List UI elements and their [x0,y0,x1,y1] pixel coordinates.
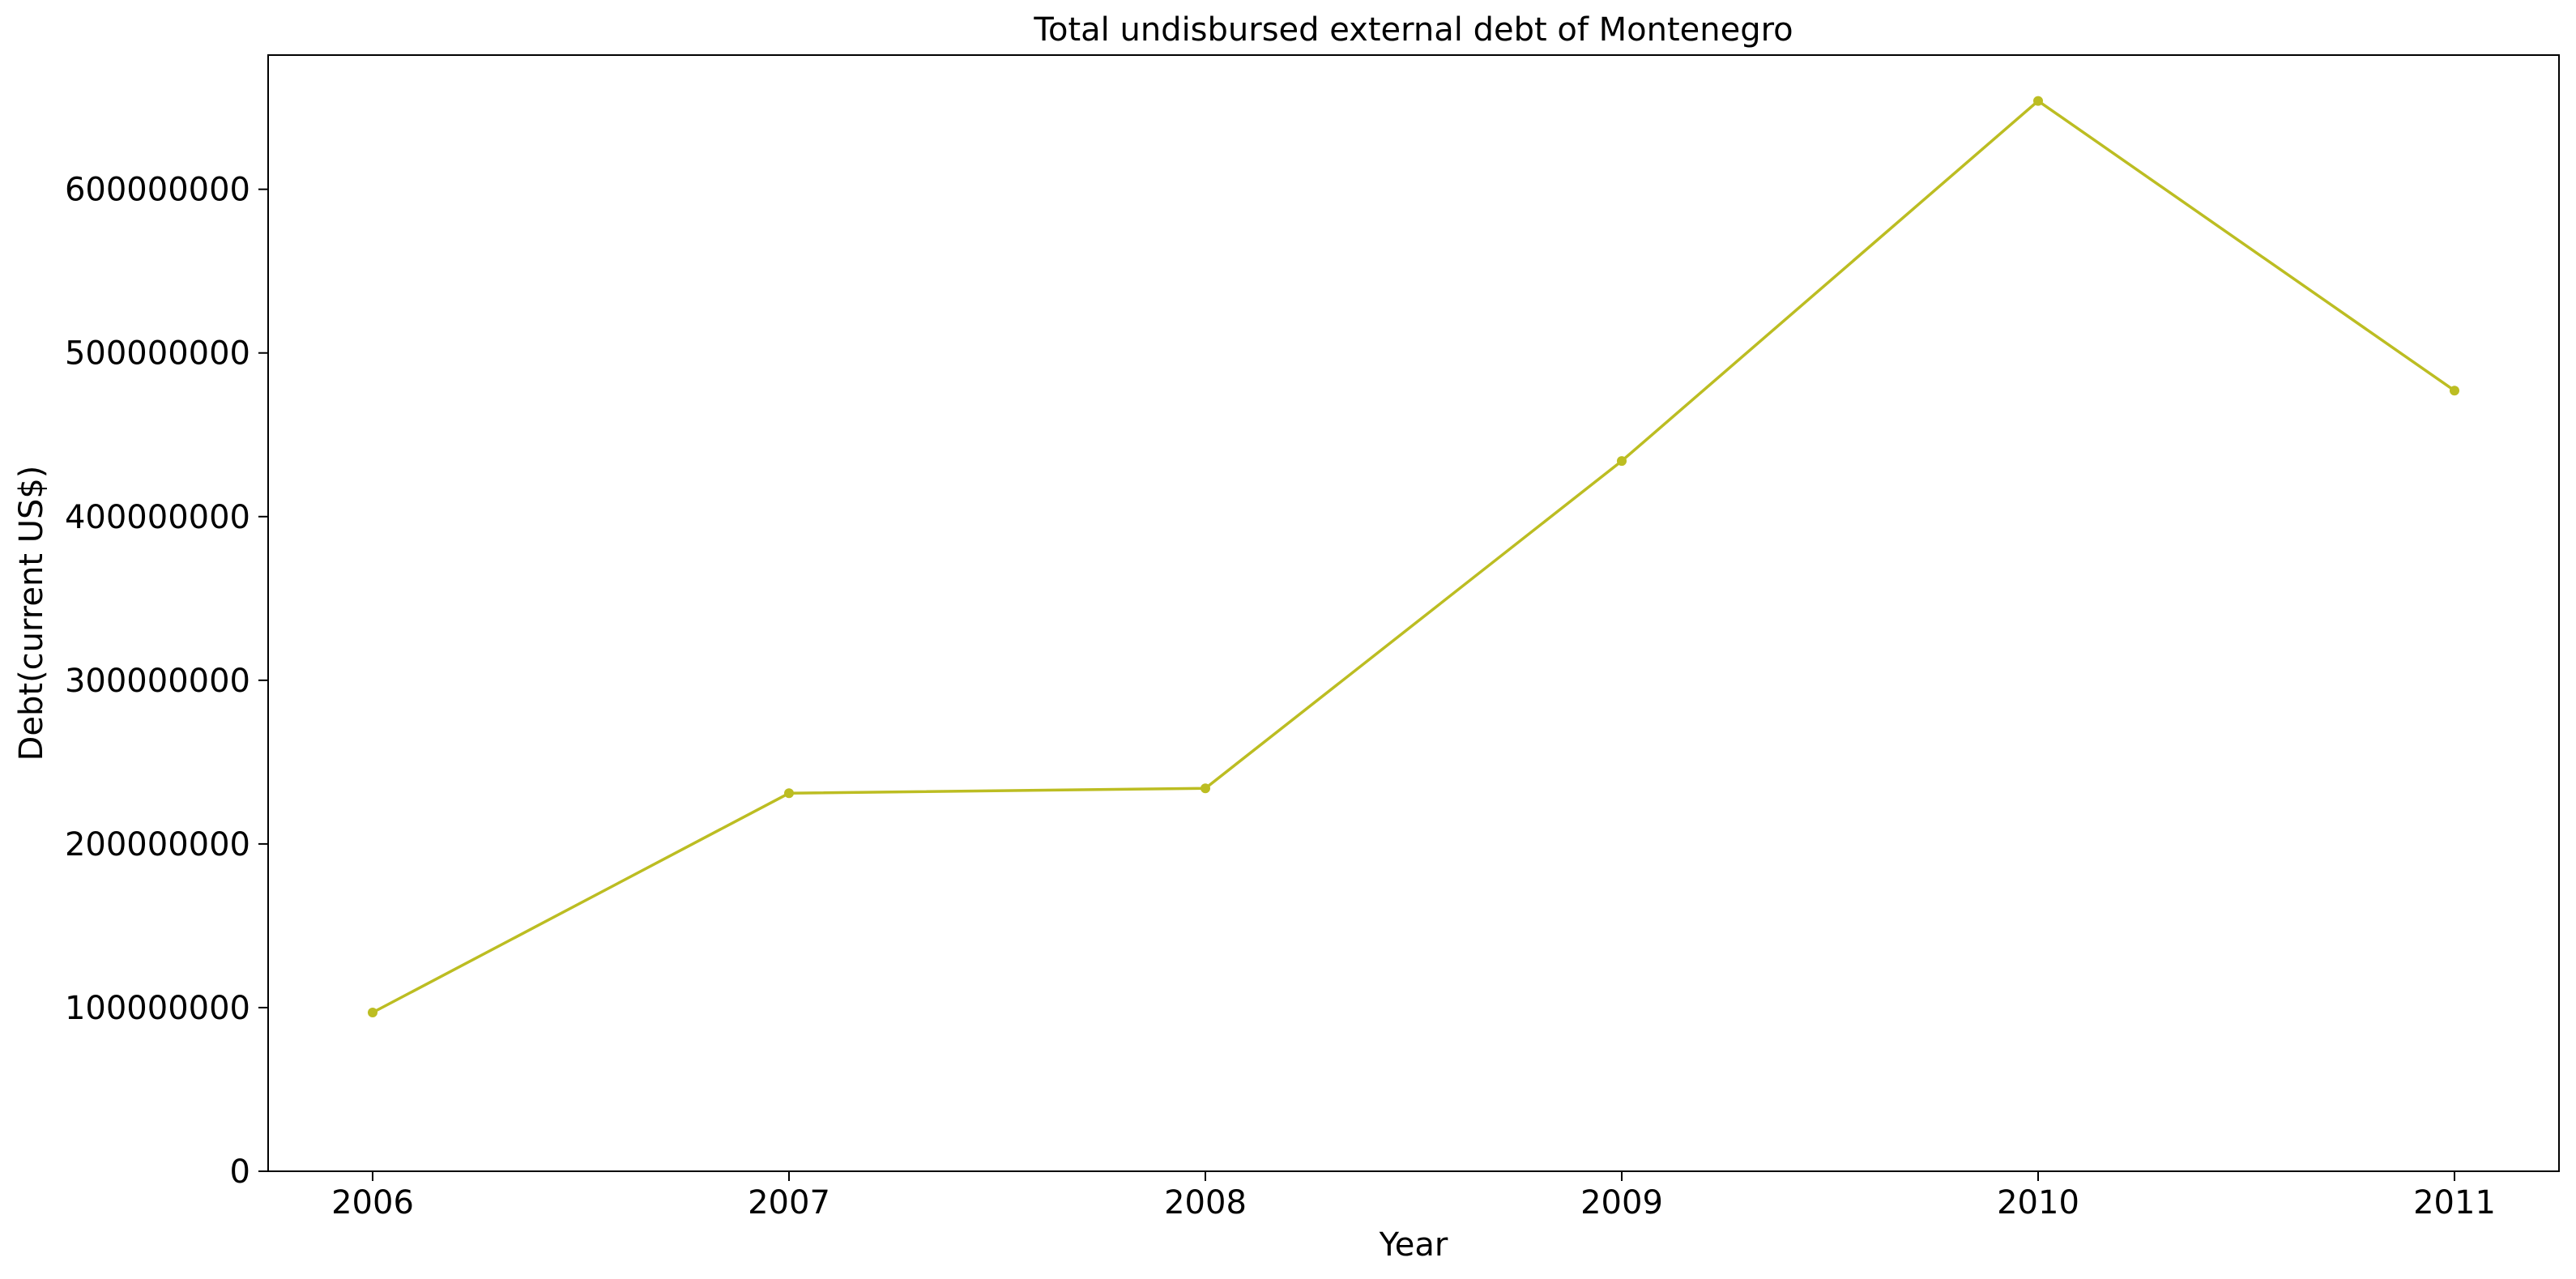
y-axis: 0 100000000 200000000 300000000 400000000 500… [65,172,268,1191]
series-layer [368,96,2459,1018]
x-tick-label: 2009 [1580,1184,1663,1221]
y-tick-label: 0 [230,1153,250,1191]
data-point [1201,783,1210,794]
y-tick-label: 600000000 [65,172,250,209]
y-axis-label: Debt(current US$) [13,466,50,761]
x-axis: 2006 2007 2008 2009 2010 2011 [331,1171,2496,1221]
x-tick-label: 2011 [2413,1184,2496,1221]
y-tick-label: 300000000 [65,663,250,700]
data-point [2033,96,2043,106]
x-tick-label: 2010 [1997,1184,2079,1221]
plot-area-frame [267,54,2560,1172]
x-tick-label: 2007 [748,1184,830,1221]
chart-title: Total undisbursed external debt of Monte… [1033,11,1793,49]
y-tick-label: 100000000 [65,990,250,1027]
data-point [2450,386,2459,396]
data-point [784,788,794,799]
x-tick-label: 2008 [1164,1184,1247,1221]
data-point [368,1008,377,1018]
series-line [371,99,2456,1014]
x-tick-label: 2006 [331,1184,414,1221]
y-tick-label: 500000000 [65,335,250,373]
y-tick-label: 400000000 [65,499,250,536]
y-tick-label: 200000000 [65,826,250,863]
x-axis-label: Year [1379,1226,1448,1264]
data-point [1617,456,1627,467]
